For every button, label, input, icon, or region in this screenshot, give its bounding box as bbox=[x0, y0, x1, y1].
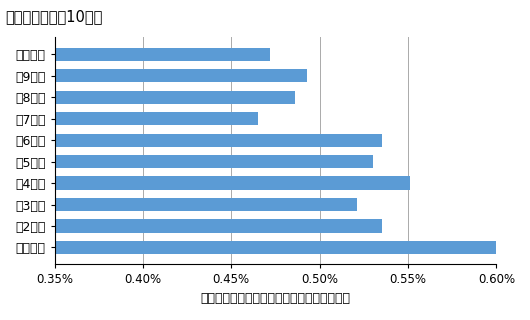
Bar bbox=[0, 176, 410, 190]
Bar bbox=[0, 91, 295, 104]
Bar bbox=[0, 112, 258, 125]
Bar bbox=[0, 219, 382, 233]
Text: 税引前家計所得10分位: 税引前家計所得10分位 bbox=[5, 10, 103, 25]
Bar bbox=[0, 133, 382, 147]
Bar bbox=[0, 198, 357, 211]
X-axis label: 関税負担の対家計支出比（住居費等を除く）: 関税負担の対家計支出比（住居費等を除く） bbox=[200, 292, 350, 305]
Bar bbox=[0, 155, 373, 168]
Bar bbox=[0, 241, 498, 254]
Bar bbox=[0, 69, 307, 83]
Bar bbox=[0, 48, 270, 61]
